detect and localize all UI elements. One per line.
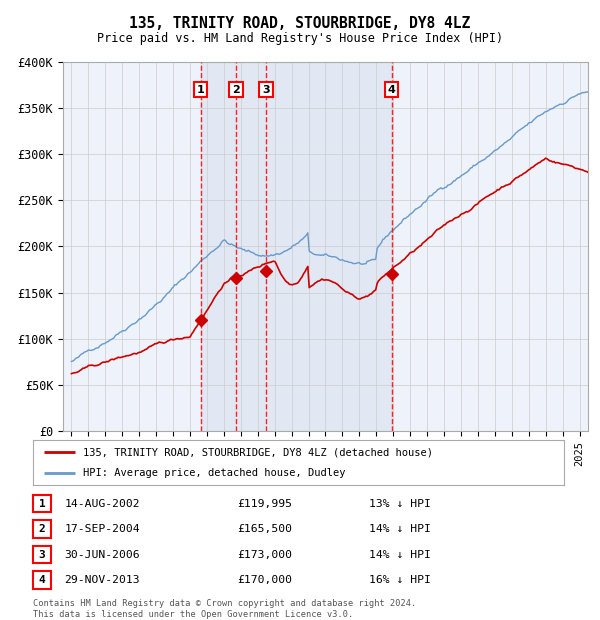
Text: Contains HM Land Registry data © Crown copyright and database right 2024.
This d: Contains HM Land Registry data © Crown c… xyxy=(33,600,416,619)
Text: 14% ↓ HPI: 14% ↓ HPI xyxy=(369,524,431,534)
Text: 135, TRINITY ROAD, STOURBRIDGE, DY8 4LZ: 135, TRINITY ROAD, STOURBRIDGE, DY8 4LZ xyxy=(130,16,470,30)
Text: 16% ↓ HPI: 16% ↓ HPI xyxy=(369,575,431,585)
Text: 30-JUN-2006: 30-JUN-2006 xyxy=(64,549,140,560)
Text: HPI: Average price, detached house, Dudley: HPI: Average price, detached house, Dudl… xyxy=(83,467,346,478)
Text: 2: 2 xyxy=(232,85,240,95)
Text: £119,995: £119,995 xyxy=(237,498,292,509)
Text: 3: 3 xyxy=(38,549,46,560)
Text: 1: 1 xyxy=(38,498,46,509)
Text: 4: 4 xyxy=(38,575,46,585)
Bar xyxy=(200,62,392,431)
Text: 4: 4 xyxy=(388,85,395,95)
Text: 29-NOV-2013: 29-NOV-2013 xyxy=(64,575,140,585)
Text: 17-SEP-2004: 17-SEP-2004 xyxy=(64,524,140,534)
Text: 1: 1 xyxy=(197,85,205,95)
Text: £170,000: £170,000 xyxy=(237,575,292,585)
Text: 14-AUG-2002: 14-AUG-2002 xyxy=(64,498,140,509)
Text: 14% ↓ HPI: 14% ↓ HPI xyxy=(369,549,431,560)
Text: £173,000: £173,000 xyxy=(237,549,292,560)
Text: £165,500: £165,500 xyxy=(237,524,292,534)
Text: 3: 3 xyxy=(262,85,270,95)
Text: 2: 2 xyxy=(38,524,46,534)
Text: 13% ↓ HPI: 13% ↓ HPI xyxy=(369,498,431,509)
Text: 135, TRINITY ROAD, STOURBRIDGE, DY8 4LZ (detached house): 135, TRINITY ROAD, STOURBRIDGE, DY8 4LZ … xyxy=(83,447,433,458)
Text: Price paid vs. HM Land Registry's House Price Index (HPI): Price paid vs. HM Land Registry's House … xyxy=(97,32,503,45)
